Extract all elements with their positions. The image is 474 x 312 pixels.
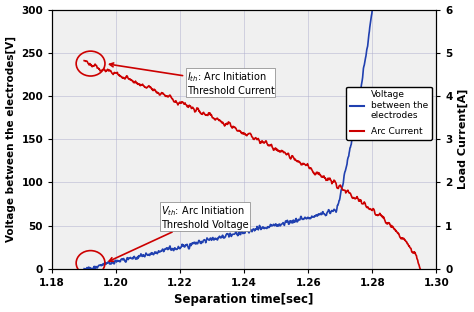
X-axis label: Separation time[sec]: Separation time[sec] [174,294,314,306]
Legend: Voltage
between the
electrodes, Arc Current: Voltage between the electrodes, Arc Curr… [346,87,432,140]
Y-axis label: Load Current[A]: Load Current[A] [458,89,468,189]
Y-axis label: Voltage between the electrodes[V]: Voltage between the electrodes[V] [6,36,16,242]
Text: $I_{th}$: Arc Initiation
Threshold Current: $I_{th}$: Arc Initiation Threshold Curre… [109,63,274,96]
Text: $V_{th}$: Arc Initiation
Threshold Voltage: $V_{th}$: Arc Initiation Threshold Volta… [109,204,248,261]
